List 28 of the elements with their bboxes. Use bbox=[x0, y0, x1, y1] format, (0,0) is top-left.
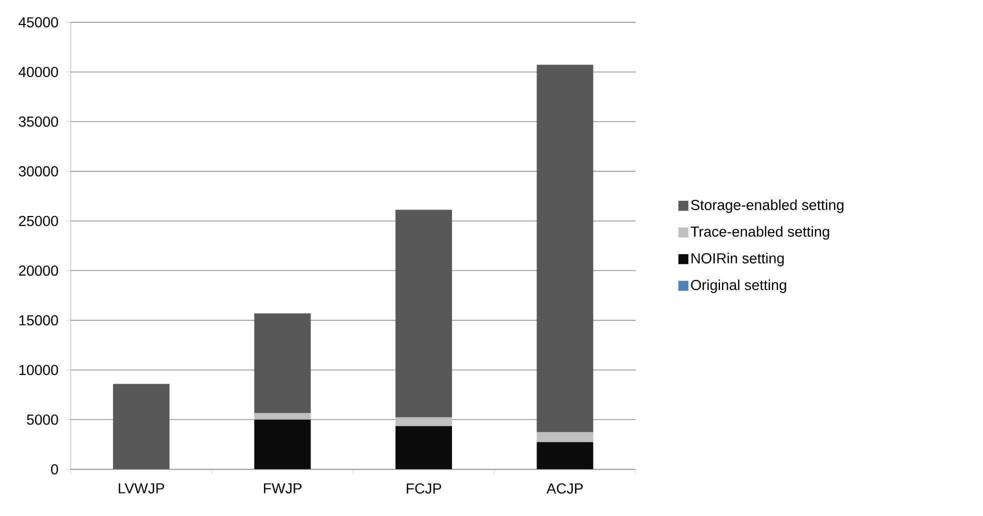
bar bbox=[396, 426, 452, 470]
legend-label: Storage-enabled setting bbox=[691, 199, 844, 213]
y-tick-label: 25000 bbox=[19, 216, 58, 226]
y-tick-label: 0 bbox=[51, 464, 58, 474]
y-tick-label: 10000 bbox=[19, 364, 58, 376]
y-tick-label: 5000 bbox=[26, 414, 58, 425]
legend-label: Original setting bbox=[691, 279, 786, 293]
bar bbox=[396, 417, 452, 426]
bar bbox=[536, 432, 594, 442]
bar bbox=[254, 413, 311, 420]
x-tick-label: FWJP bbox=[264, 483, 302, 494]
x-tick-label: LVWJP bbox=[118, 483, 164, 494]
x-tick-label: ACJP bbox=[546, 483, 583, 494]
legend-label: NOIRin setting bbox=[692, 252, 784, 266]
y-tick-label: 45000 bbox=[18, 17, 58, 28]
bar bbox=[254, 420, 311, 470]
y-tick-label: 35000 bbox=[18, 116, 58, 127]
bar bbox=[113, 384, 170, 470]
bar bbox=[254, 313, 311, 414]
x-tick-label: FCJP bbox=[406, 483, 442, 494]
y-tick-label: 40000 bbox=[18, 66, 58, 78]
bar bbox=[536, 442, 594, 470]
bar bbox=[396, 210, 452, 418]
y-tick-label: 30000 bbox=[18, 166, 58, 176]
y-tick-label: 15000 bbox=[19, 315, 58, 326]
bar bbox=[536, 64, 594, 432]
legend-label: Trace-enabled setting bbox=[690, 226, 830, 240]
y-tick-label: 20000 bbox=[19, 265, 58, 276]
